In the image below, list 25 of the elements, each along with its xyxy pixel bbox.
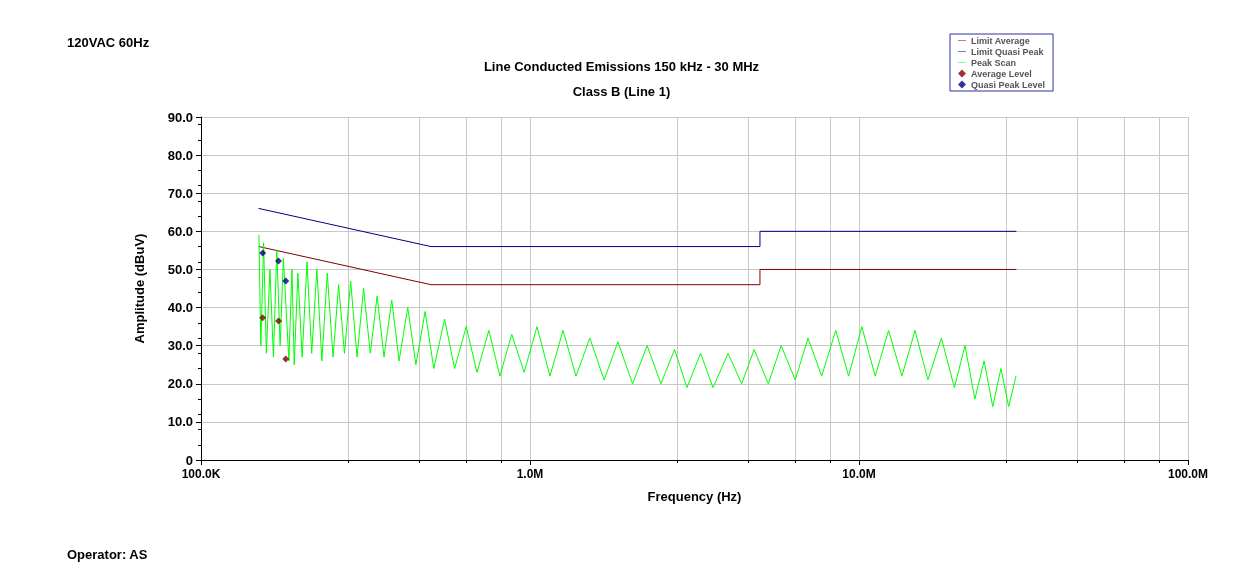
y-tick-label: 90.0 [167, 109, 193, 125]
text: Operator: AS [67, 547, 148, 562]
legend-label: Quasi Peak Level [971, 79, 1046, 90]
y-tick-label: 80.0 [167, 147, 193, 163]
y-tick-label: 0 [185, 452, 193, 468]
y-tick-label: 60.0 [167, 223, 193, 239]
y-axis-title: Amplitude (dBuV) [132, 233, 147, 344]
legend-label: Peak Scan [971, 57, 1017, 68]
y-tick-label: 30.0 [167, 338, 193, 354]
y-tick-label: 50.0 [167, 261, 193, 277]
x-tick-label: 100.0K [181, 467, 221, 481]
text: 120VAC 60Hz [67, 35, 150, 50]
legend-label: Limit Average [971, 35, 1030, 46]
y-tick-label: 40.0 [167, 300, 193, 316]
legend-label: Average Level [971, 68, 1032, 79]
x-tick-label: 10.0M [842, 467, 876, 481]
y-tick-label: 20.0 [167, 376, 193, 392]
legend-label: Limit Quasi Peak [971, 46, 1045, 57]
x-tick-label: 100.0M [1167, 467, 1209, 481]
chart-title: Line Conducted Emissions 150 kHz - 30 MHz [483, 59, 760, 74]
x-tick-label: 1.0M [516, 467, 544, 481]
y-tick-label: 10.0 [167, 414, 193, 430]
y-tick-label: 70.0 [167, 185, 193, 201]
x-axis-title: Frequency (Hz) [647, 489, 742, 504]
chart-subtitle: Class B (Line 1) [572, 84, 671, 99]
